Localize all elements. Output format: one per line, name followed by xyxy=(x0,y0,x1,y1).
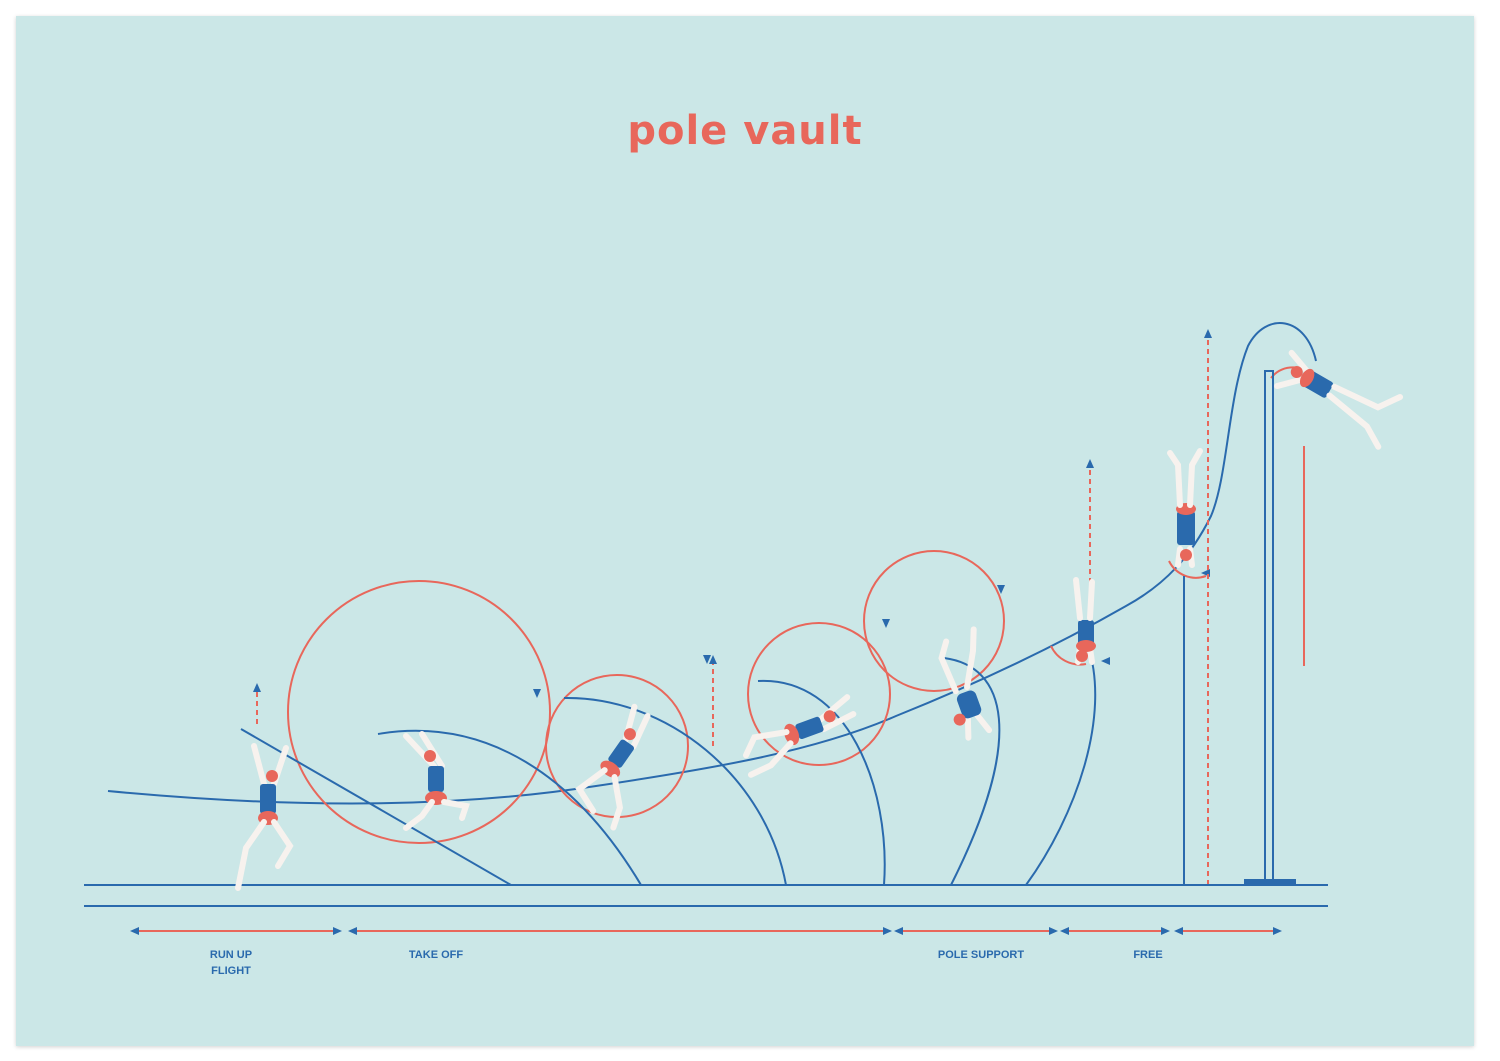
poster: pole vault xyxy=(16,16,1474,1046)
athlete-extension xyxy=(1073,577,1096,665)
athlete-swing-2 xyxy=(742,694,857,778)
phase-label-free: FREE xyxy=(1133,949,1163,961)
trajectory-line xyxy=(107,322,1317,805)
velocity-arrow-heads xyxy=(253,329,1212,692)
athlete-run-up xyxy=(235,743,294,891)
athlete-take-off xyxy=(403,731,470,831)
athlete-bar-clearance xyxy=(1274,349,1404,450)
phase-label-take-off: TAKE OFF xyxy=(408,949,464,961)
phase-label-run-up: RUN UP FLIGHT xyxy=(209,949,253,977)
rotation-arrows xyxy=(533,569,1210,698)
phase-label-pole-support: POLE SUPPORT xyxy=(937,949,1025,961)
runway xyxy=(84,884,1328,907)
vault-diagram xyxy=(84,322,1404,935)
athlete-rock-back xyxy=(938,626,993,741)
athlete-turn xyxy=(1167,448,1203,568)
athlete-swing-1 xyxy=(575,703,651,831)
poster-title: pole vault xyxy=(627,108,863,154)
velocity-arrows xyxy=(256,338,1209,885)
phase-brackets xyxy=(130,927,1282,935)
vault-uprights xyxy=(1193,370,1305,886)
